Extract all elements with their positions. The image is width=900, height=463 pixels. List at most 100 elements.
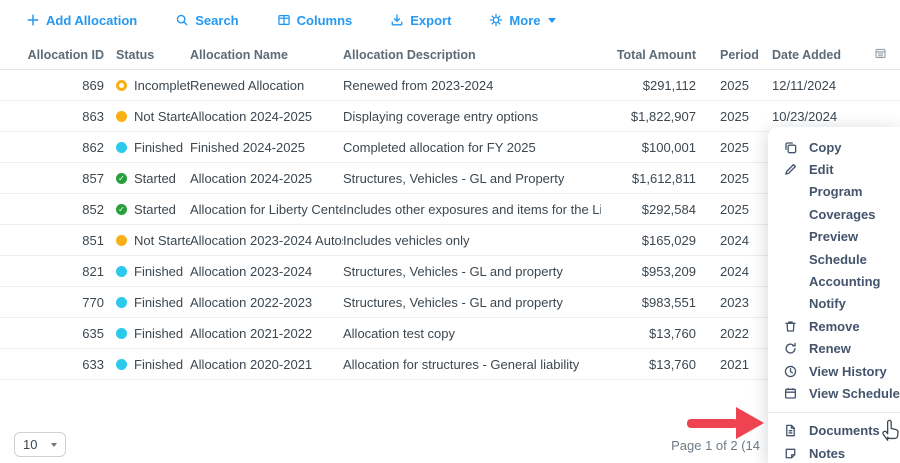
table-row[interactable]: 862 Finished Finished 2024-2025 Complete…: [0, 132, 900, 163]
cell-id: 633: [82, 356, 104, 372]
table-row[interactable]: 863 Not Started Allocation 2024-2025 Dis…: [0, 101, 900, 132]
download-icon: [390, 13, 404, 27]
menu-item-remove[interactable]: Remove: [768, 315, 900, 337]
add-allocation-button[interactable]: Add Allocation: [26, 13, 137, 28]
menu-item-view-history[interactable]: View History: [768, 360, 900, 382]
cell-description: Structures, Vehicles - GL and property: [343, 294, 563, 310]
cell-description: Structures, Vehicles - GL and Property: [343, 170, 565, 186]
cell-name: Allocation 2021-2022: [190, 325, 313, 341]
cell-description: Includes other exposures and items for t…: [343, 201, 601, 217]
cell-status: Started: [116, 171, 190, 186]
header-allocation-id[interactable]: Allocation ID: [27, 47, 104, 62]
cell-period: 2025: [720, 108, 749, 124]
cell-description: Allocation for structures - General liab…: [343, 356, 580, 372]
header-total-amount[interactable]: Total Amount: [616, 47, 696, 62]
cell-name: Finished 2024-2025: [190, 139, 305, 155]
cell-id: 821: [82, 263, 104, 279]
cell-amount: $13,760: [649, 325, 696, 341]
columns-button[interactable]: Columns: [277, 13, 352, 28]
column-settings-button[interactable]: [860, 47, 900, 63]
cell-date: 10/23/2024: [772, 108, 838, 124]
calendar-icon: [783, 386, 798, 401]
header-period[interactable]: Period: [720, 47, 759, 62]
status-icon: [116, 79, 127, 91]
chevron-down-icon: [51, 442, 57, 447]
cell-period: 2025: [720, 77, 749, 93]
cell-status: Started: [116, 202, 190, 217]
menu-item-edit[interactable]: Edit: [768, 158, 900, 180]
header-allocation-name[interactable]: Allocation Name: [190, 47, 288, 62]
status-icon: [116, 265, 127, 277]
status-icon: [116, 296, 127, 308]
cell-period: 2025: [720, 201, 749, 217]
chevron-down-icon: [548, 17, 557, 23]
clock-icon: [783, 364, 798, 379]
pagination-info: Page 1 of 2 (14: [671, 438, 760, 453]
page-size-select[interactable]: 10: [14, 432, 66, 457]
export-button[interactable]: Export: [390, 13, 451, 28]
cell-name: Allocation 2024-2025: [190, 170, 313, 186]
menu-divider: [768, 411, 900, 413]
cell-name: Allocation 2020-2021: [190, 356, 313, 372]
header-status[interactable]: Status: [116, 47, 155, 62]
menu-item-accounting[interactable]: Accounting: [809, 274, 881, 290]
table-row[interactable]: 770 Finished Allocation 2022-2023 Struct…: [0, 287, 900, 318]
table-row[interactable]: 857 Started Allocation 2024-2025 Structu…: [0, 163, 900, 194]
cell-status: Incomplete: [116, 78, 190, 93]
cell-description: Structures, Vehicles - GL and property: [343, 263, 563, 279]
table-row[interactable]: 635 Finished Allocation 2021-2022 Alloca…: [0, 318, 900, 349]
cell-status: Finished: [116, 264, 190, 279]
cell-id: 862: [82, 139, 104, 155]
cell-description: Displaying coverage entry options: [343, 108, 539, 124]
document-icon: [783, 423, 798, 438]
menu-item-documents[interactable]: Documents: [768, 420, 900, 442]
cell-period: 2025: [720, 139, 749, 155]
menu-item-notify[interactable]: Notify: [809, 296, 846, 312]
red-arrow-annotation: [687, 407, 764, 439]
cell-amount: $13,760: [649, 356, 696, 372]
cell-amount: $1,612,811: [631, 170, 696, 186]
table-row[interactable]: 851 Not Started Allocation 2023-2024 Aut…: [0, 225, 900, 256]
cell-name: Allocation 2024-2025: [190, 108, 313, 124]
cell-id: 852: [82, 201, 104, 217]
cell-period: 2024: [720, 232, 749, 248]
cell-status: Not Started: [116, 233, 190, 248]
table-row[interactable]: 869 Incomplete Renewed Allocation Renewe…: [0, 70, 900, 101]
trash-icon: [783, 319, 798, 334]
menu-item-renew[interactable]: Renew: [768, 338, 900, 360]
menu-item-schedule[interactable]: Schedule: [809, 251, 867, 267]
cell-id: 857: [82, 170, 104, 186]
cell-id: 869: [82, 77, 104, 93]
cell-amount: $165,029: [641, 232, 696, 248]
table-row[interactable]: 821 Finished Allocation 2023-2024 Struct…: [0, 256, 900, 287]
calendar-grid-icon: [874, 47, 887, 63]
status-icon: [116, 327, 127, 339]
cell-period: 2021: [720, 356, 749, 372]
table-row[interactable]: 633 Finished Allocation 2020-2021 Alloca…: [0, 349, 900, 380]
menu-item-program[interactable]: Program: [809, 184, 863, 200]
cell-description: Completed allocation for FY 2025: [343, 139, 536, 155]
refresh-icon: [783, 341, 798, 356]
cell-description: Includes vehicles only: [343, 232, 470, 248]
cell-status: Finished: [116, 140, 190, 155]
menu-item-view-schedule[interactable]: View Schedule: [768, 382, 900, 404]
plus-icon: [26, 13, 40, 27]
menu-item-preview[interactable]: Preview: [809, 229, 859, 245]
header-date-added[interactable]: Date Added: [772, 47, 841, 62]
menu-item-copy[interactable]: Copy: [768, 136, 900, 158]
header-allocation-description[interactable]: Allocation Description: [343, 47, 476, 62]
cell-amount: $292,584: [641, 201, 696, 217]
cell-name: Renewed Allocation: [190, 77, 305, 93]
menu-item-notes[interactable]: Notes: [768, 442, 900, 463]
more-button[interactable]: More: [489, 13, 557, 28]
cell-amount: $983,551: [641, 294, 696, 310]
search-button[interactable]: Search: [175, 13, 239, 28]
toolbar: Add Allocation Search Columns Export Mor…: [0, 0, 900, 40]
cell-amount: $291,112: [642, 77, 696, 93]
status-icon: [116, 358, 127, 370]
cell-amount: $953,209: [641, 263, 696, 279]
menu-item-coverages[interactable]: Coverages: [809, 206, 876, 222]
status-icon: [116, 234, 127, 246]
table-row[interactable]: 852 Started Allocation for Liberty Cente…: [0, 194, 900, 225]
